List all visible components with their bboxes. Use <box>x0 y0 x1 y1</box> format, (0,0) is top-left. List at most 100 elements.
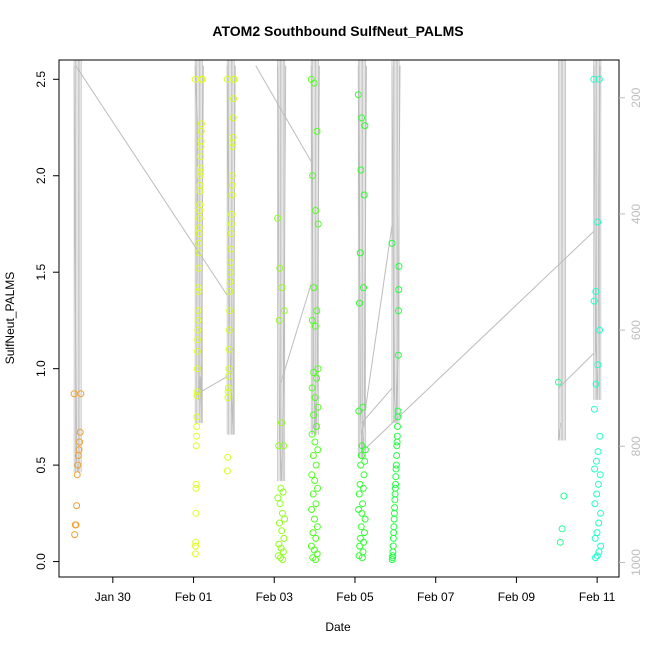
data-point <box>392 473 400 481</box>
data-point <box>76 438 84 446</box>
data-point <box>309 529 317 537</box>
data-point <box>196 207 204 214</box>
data-point <box>392 465 400 473</box>
data-point <box>360 191 368 199</box>
data-point <box>593 529 601 537</box>
data-point <box>356 249 364 257</box>
data-point <box>391 490 399 498</box>
data-point <box>361 515 369 523</box>
data-point <box>196 168 204 176</box>
data-point <box>275 316 283 324</box>
data-point <box>314 484 322 492</box>
y-axis-label: SulfNeut_PALMS <box>3 272 17 365</box>
x-axis-tick-label: Feb 11 <box>579 590 616 604</box>
data-point <box>311 477 319 484</box>
data-point <box>356 480 364 488</box>
data-point <box>74 452 82 459</box>
data-point <box>388 239 396 247</box>
data-point <box>194 288 202 295</box>
data-point <box>229 139 237 147</box>
data-point <box>594 361 602 369</box>
data-point <box>558 525 566 533</box>
data-point <box>279 548 287 556</box>
data-point <box>391 496 399 504</box>
data-point <box>594 218 602 226</box>
data-point <box>355 407 363 415</box>
data-point <box>395 286 403 294</box>
data-point <box>77 390 85 398</box>
data-point <box>225 345 233 353</box>
data-point <box>73 471 81 479</box>
data-point <box>192 480 200 488</box>
data-point <box>197 164 204 172</box>
data-points <box>70 75 605 564</box>
data-point <box>354 91 362 99</box>
data-point <box>228 172 236 180</box>
data-point <box>195 214 203 222</box>
data-point <box>592 380 600 388</box>
data-point <box>193 365 201 373</box>
data-point <box>277 554 284 562</box>
data-point <box>591 534 599 542</box>
data-point <box>392 480 400 488</box>
data-point <box>192 484 200 492</box>
data-point <box>313 374 321 382</box>
data-point <box>393 442 401 450</box>
data-point <box>555 378 562 386</box>
data-point <box>192 538 200 546</box>
x-axis-tick-label: Feb 07 <box>417 590 455 604</box>
data-point <box>314 403 322 411</box>
data-point <box>70 390 78 398</box>
data-point <box>280 442 288 450</box>
data-point <box>596 432 604 440</box>
data-point <box>361 122 369 130</box>
data-point <box>224 394 232 402</box>
data-point <box>227 220 235 228</box>
data-point <box>194 326 202 334</box>
data-point <box>275 442 283 450</box>
data-point <box>192 509 200 517</box>
data-point <box>593 490 601 498</box>
data-point <box>228 210 235 218</box>
data-point <box>591 465 599 473</box>
data-point <box>197 127 205 135</box>
data-point <box>313 307 321 315</box>
data-point <box>356 534 364 542</box>
data-point <box>310 284 318 292</box>
data-point <box>192 542 199 550</box>
data-point <box>312 500 320 508</box>
data-point <box>596 471 604 479</box>
data-point <box>311 515 318 523</box>
y-axis-tick-label: 0.0 <box>34 553 48 570</box>
data-point <box>308 506 316 513</box>
data-point <box>226 288 234 295</box>
data-point <box>76 428 84 436</box>
data-point <box>277 544 285 552</box>
data-point <box>389 542 397 550</box>
data-point <box>357 461 365 469</box>
transit-track <box>255 65 312 162</box>
data-point <box>394 423 401 430</box>
data-point <box>274 494 282 502</box>
data-point <box>198 75 205 83</box>
data-point <box>311 322 319 330</box>
data-point <box>308 384 316 392</box>
altitude-tracks <box>73 60 602 482</box>
x-axis-tick-label: Feb 03 <box>256 590 294 604</box>
data-point <box>591 500 599 508</box>
y-axis-tick-label: 1.5 <box>34 264 48 281</box>
data-point <box>227 259 235 267</box>
x-axis-tick-label: Feb 05 <box>336 590 374 604</box>
y-axis-tick-label: 2.5 <box>34 71 48 88</box>
data-point <box>192 442 200 450</box>
data-point <box>194 307 202 315</box>
data-point <box>310 79 318 87</box>
data-point <box>593 552 601 560</box>
right-y-axis: 200 400 600 800 1000 <box>619 87 643 576</box>
x-axis-tick-label: Feb 01 <box>175 590 213 604</box>
data-point <box>358 114 366 122</box>
data-point <box>312 534 320 542</box>
data-point <box>275 540 283 548</box>
data-point <box>227 245 235 253</box>
data-point <box>596 326 604 334</box>
